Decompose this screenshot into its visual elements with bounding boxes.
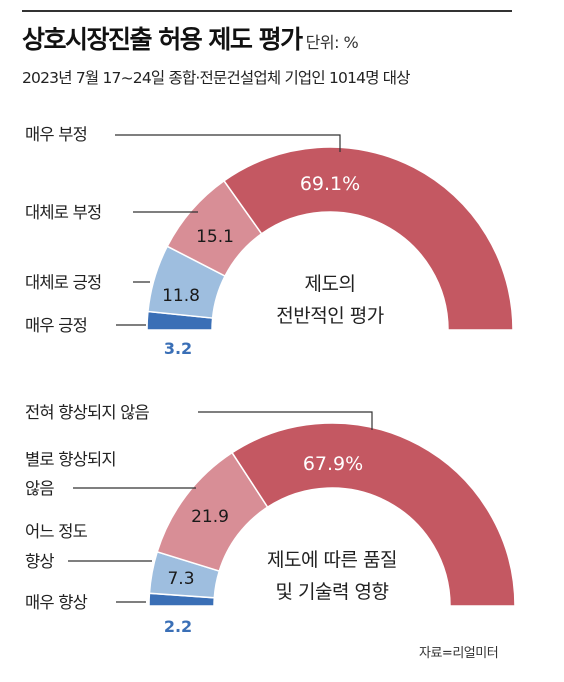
value-label-very-negative: 69.1%	[300, 173, 360, 195]
chart-2-leader-lines	[68, 411, 373, 603]
chart-subtitle: 2023년 7월 17~24일 종합·전문건설업체 기업인 1014명 대상	[22, 69, 411, 87]
donut-slice-very-negative	[222, 146, 514, 331]
title-text: 상호시장진출 허용 제도 평가	[22, 25, 303, 54]
unit-label: 단위: %	[305, 33, 359, 52]
leader-line-not-improved-at-all	[198, 411, 373, 430]
center-label-line-2: 및 기술력 영향	[276, 581, 389, 603]
label-very-negative: 매우 부정	[25, 125, 87, 144]
value-label-mostly-positive: 11.8	[162, 286, 200, 306]
value-label-mostly-negative: 15.1	[196, 227, 234, 247]
center-label-line-1: 제도의	[305, 273, 356, 295]
chart-2-category-labels: 전혀 향상되지 않음 별로 향상되지 않음 어느 정도 향상 매우 향상	[25, 403, 150, 612]
label-greatly-improved: 매우 향상	[25, 593, 88, 612]
chart-1-center-label: 제도의 전반적인 평가	[276, 273, 384, 327]
value-label-very-positive: 3.2	[164, 339, 192, 358]
chart-1-leader-lines	[115, 134, 341, 326]
chart-title: 상호시장진출 허용 제도 평가 단위: %	[22, 20, 359, 56]
chart-2-center-label: 제도에 따른 품질 및 기술력 영향	[267, 549, 397, 603]
center-label-line-1: 제도에 따른 품질	[267, 549, 397, 571]
label-not-improved-at-all: 전혀 향상되지 않음	[25, 403, 150, 422]
source-note: 자료=리얼미터	[419, 646, 499, 661]
chart-1-category-labels: 매우 부정 대체로 부정 대체로 긍정 매우 긍정	[25, 125, 102, 335]
label-hardly-improved-line-2: 않음	[25, 479, 54, 498]
donut-slice-not-improved-at-all	[231, 422, 516, 607]
label-somewhat-improved-line-1: 어느 정도	[25, 522, 88, 541]
leader-line-very-negative	[115, 134, 341, 152]
value-label-not-improved-at-all: 67.9%	[303, 453, 363, 475]
half-donut-chart-1	[146, 146, 514, 331]
top-rule	[22, 10, 512, 12]
label-mostly-negative: 대체로 부정	[25, 203, 101, 222]
label-very-positive: 매우 긍정	[25, 316, 87, 335]
center-label-line-2: 전반적인 평가	[276, 305, 383, 327]
value-label-hardly-improved: 21.9	[191, 507, 229, 527]
chart-1-value-labels: 69.1% 15.1 11.8 3.2	[162, 173, 360, 358]
value-label-somewhat-improved: 7.3	[167, 569, 194, 589]
value-label-greatly-improved: 2.2	[164, 617, 192, 636]
chart-2-value-labels: 67.9% 21.9 7.3 2.2	[164, 453, 363, 636]
label-somewhat-improved-line-2: 향상	[25, 552, 54, 571]
label-mostly-positive: 대체로 긍정	[25, 273, 101, 292]
half-donut-chart-2	[148, 422, 516, 607]
label-hardly-improved-line-1: 별로 향상되지	[25, 450, 116, 469]
